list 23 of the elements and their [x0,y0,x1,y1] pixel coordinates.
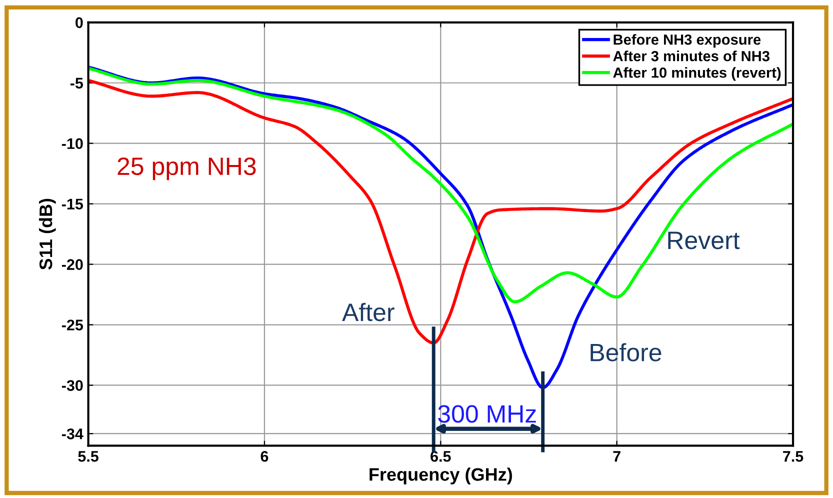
annotation: 25 ppm NH3 [118,157,256,180]
y-tick-label: -10 [62,138,83,150]
y-tick-label: -20 [62,259,83,270]
legend-label: Before NH3 exposure [614,34,761,48]
x-tick-label: 5.5 [78,451,98,462]
x-tick-label: 6 [260,450,268,462]
annotation: After [342,302,394,322]
annotation: 300 MHz [438,405,536,423]
x-tick-label: 7 [613,451,620,462]
y-tick-label: -5 [70,78,84,89]
y-tick-label: -34 [62,428,84,440]
x-tick-label: 6.5 [430,450,451,462]
y-tick-label: 0 [76,17,83,28]
annotation: Revert [668,232,740,250]
y-tick-label: -25 [62,320,84,330]
y-axis-title: S11 (dB) [38,198,56,270]
legend-label: After 10 minutes (revert) [613,67,781,81]
annotation: Before [590,343,662,362]
y-tick-label: -15 [62,198,84,210]
x-axis-title: Frequency (GHz) [370,468,512,484]
y-tick-label: -30 [62,380,83,391]
legend-label: After 3 minutes of NH3 [613,50,770,62]
x-tick-label: 7.5 [783,451,804,462]
